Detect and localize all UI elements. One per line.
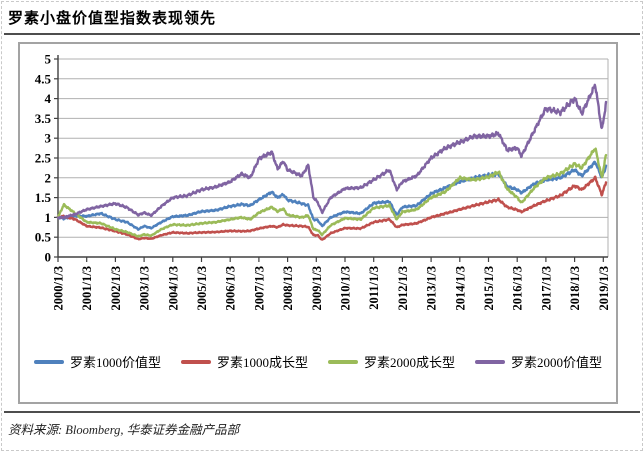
legend-item-russell-2000-value: 罗素2000价值型 [475, 352, 602, 371]
x-tick-label: 2017/1/3 [539, 266, 553, 310]
axis-labels: 0 0.5 1 1.5 2 2.5 3 3.5 4 4.5 5 2000/1/3 2001/1/3 200… [35, 52, 611, 311]
chart-frame: 0 0.5 1 1.5 2 2.5 3 3.5 4 4.5 5 2000/1/3 2001/1/3 200… [18, 42, 618, 404]
x-tick-label: 2008/1/3 [281, 266, 295, 310]
y-tick-label: 2 [45, 170, 52, 185]
series-line-russell-2000-growth [56, 147, 608, 238]
x-tick-label: 2006/1/3 [224, 266, 238, 310]
x-tick-label: 2007/1/3 [252, 266, 266, 310]
page-title: 罗素小盘价值型指数表现领先 [8, 11, 217, 27]
y-tick-label: 0.5 [35, 230, 52, 245]
legend-swatch-russell-1000-value [33, 359, 64, 364]
legend-swatch-russell-2000-value [475, 359, 506, 364]
x-tick-label: 2015/1/3 [482, 266, 496, 310]
series-line-russell-2000-value [56, 83, 608, 220]
x-tick-label: 2005/1/3 [195, 266, 209, 310]
title-divider [4, 33, 640, 35]
legend-item-russell-2000-growth: 罗素2000成长型 [328, 352, 455, 371]
y-tick-label: 0 [45, 250, 52, 265]
x-tick-label: 2014/1/3 [453, 266, 467, 310]
y-tick-label: 1.5 [35, 190, 52, 205]
series-line-russell-1000-growth [56, 175, 608, 241]
y-tick-label: 4 [45, 91, 52, 106]
x-tick-label: 2009/1/3 [310, 266, 324, 310]
x-tick-label: 2018/1/3 [568, 266, 582, 310]
y-tick-label: 1 [45, 210, 52, 225]
x-tick-label: 2019/1/3 [597, 266, 611, 310]
x-tick-label: 2010/1/3 [339, 266, 353, 310]
legend-label-russell-2000-growth: 罗素2000成长型 [364, 355, 456, 370]
y-tick-label: 5 [45, 52, 52, 67]
x-tick-label: 2004/1/3 [166, 266, 180, 310]
x-tick-label: 2002/1/3 [109, 266, 123, 310]
legend-item-russell-1000-value: 罗素1000价值型 [33, 352, 161, 371]
chart-legend: 罗素1000价值型 罗素1000成长型 罗素2000成长型 罗素2000价值型 [20, 352, 616, 371]
series-line-russell-1000-value [56, 160, 608, 231]
x-tick-label: 2013/1/3 [425, 266, 439, 310]
axes [54, 55, 608, 262]
y-tick-label: 2.5 [35, 151, 52, 166]
y-tick-label: 4.5 [35, 71, 52, 86]
legend-label-russell-2000-value: 罗素2000价值型 [511, 355, 603, 370]
legend-swatch-russell-2000-growth [328, 359, 358, 364]
legend-swatch-russell-1000-growth [180, 359, 211, 364]
x-tick-label: 2003/1/3 [138, 266, 152, 310]
x-tick-label: 2000/1/3 [52, 266, 66, 310]
x-tick-label: 2011/1/3 [367, 266, 381, 310]
legend-item-russell-1000-growth: 罗素1000成长型 [180, 352, 308, 371]
x-tick-label: 2016/1/3 [511, 266, 525, 310]
y-tick-label: 3 [45, 131, 52, 146]
source-divider [4, 411, 640, 413]
x-tick-label: 2001/1/3 [80, 266, 94, 310]
source-note: 资料来源: Bloomberg, 华泰证券金融产品部 [8, 423, 240, 437]
gridlines [58, 58, 609, 257]
legend-label-russell-1000-growth: 罗素1000成长型 [216, 355, 308, 370]
x-tick-label: 2012/1/3 [396, 266, 410, 310]
y-tick-label: 3.5 [35, 111, 52, 126]
russell-index-line-chart: 0 0.5 1 1.5 2 2.5 3 3.5 4 4.5 5 2000/1/3 2001/1/3 200… [35, 52, 611, 311]
legend-label-russell-1000-value: 罗素1000价值型 [69, 355, 161, 370]
